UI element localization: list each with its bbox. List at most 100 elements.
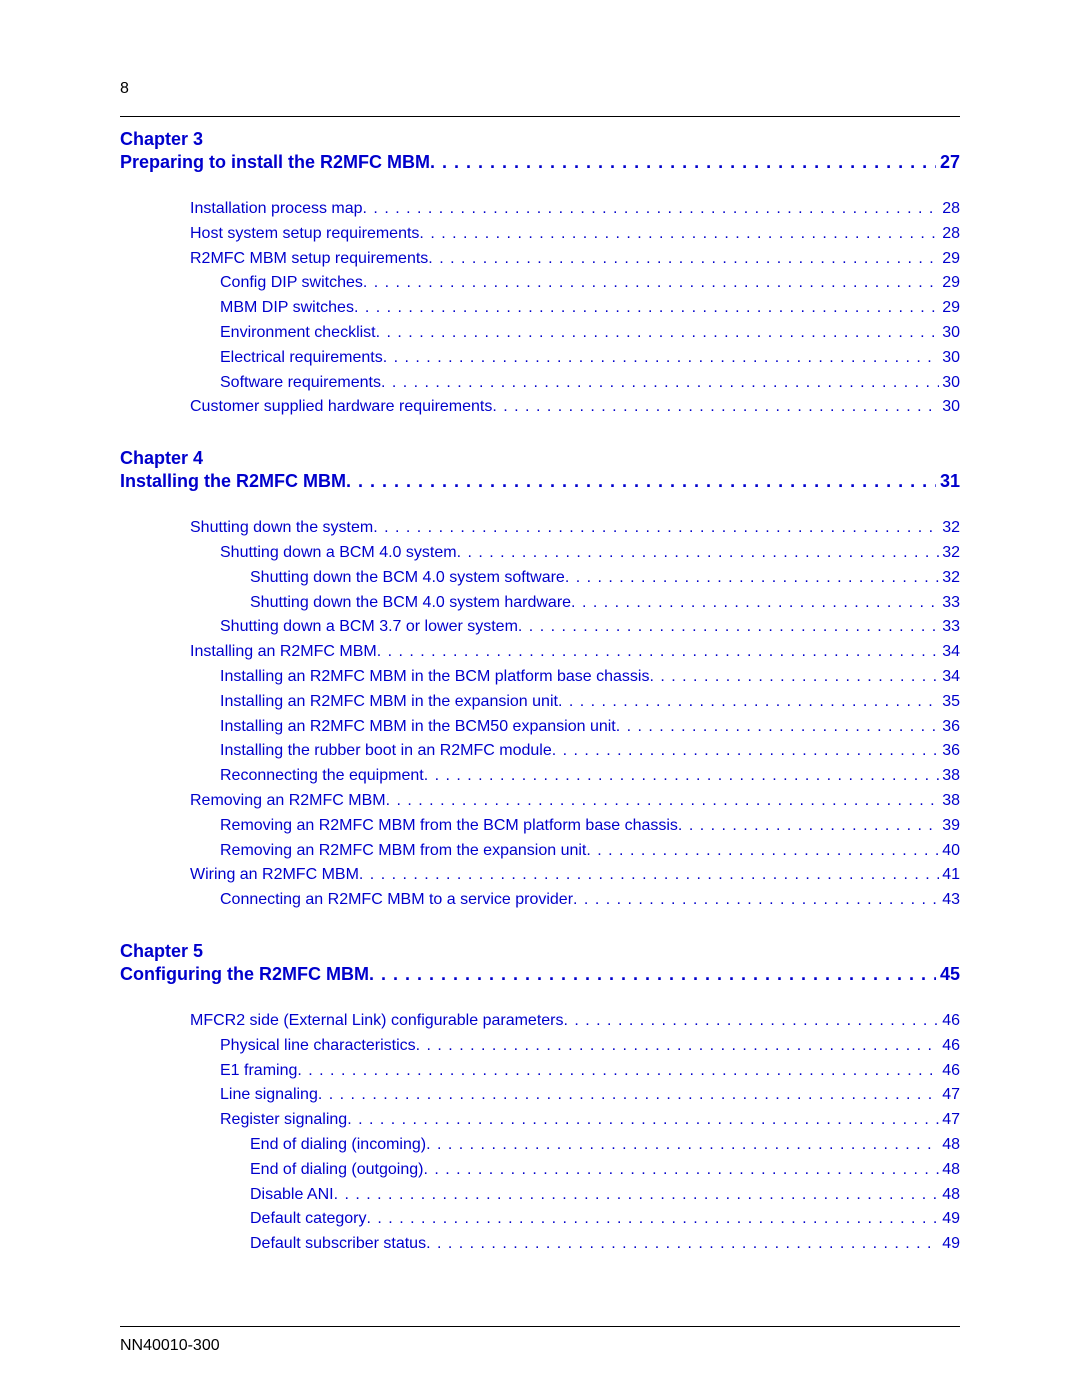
leader-dots: . . . . . . . . . . . . . . . . . . . . … bbox=[423, 1158, 939, 1183]
toc-entry-page: 46 bbox=[939, 1009, 960, 1034]
toc-entry[interactable]: Removing an R2MFC MBM from the expansion… bbox=[190, 839, 960, 864]
leader-dots: . . . . . . . . . . . . . . . . . . . . … bbox=[297, 1059, 939, 1084]
leader-dots: . . . . . . . . . . . . . . . . . . . . … bbox=[678, 814, 939, 839]
toc-entry[interactable]: Shutting down the system . . . . . . . .… bbox=[190, 516, 960, 541]
leader-dots: . . . . . . . . . . . . . . . . . . . . … bbox=[383, 346, 939, 371]
toc-entry-page: 34 bbox=[939, 640, 960, 665]
leader-dots: . . . . . . . . . . . . . . . . . . . . … bbox=[518, 615, 939, 640]
toc-entry[interactable]: Physical line characteristics . . . . . … bbox=[190, 1034, 960, 1059]
toc-entry[interactable]: Wiring an R2MFC MBM . . . . . . . . . . … bbox=[190, 863, 960, 888]
toc-entry-page: 47 bbox=[939, 1083, 960, 1108]
toc-entry[interactable]: E1 framing . . . . . . . . . . . . . . .… bbox=[190, 1059, 960, 1084]
leader-dots: . . . . . . . . . . . . . . . . . . . . … bbox=[369, 964, 936, 985]
leader-dots: . . . . . . . . . . . . . . . . . . . . … bbox=[586, 839, 939, 864]
chapter-heading: Chapter 4 bbox=[120, 448, 960, 469]
toc-entry[interactable]: Installing an R2MFC MBM in the BCM platf… bbox=[190, 665, 960, 690]
toc-entry-page: 38 bbox=[939, 789, 960, 814]
toc-entry-page: 36 bbox=[939, 739, 960, 764]
toc-entry[interactable]: Removing an R2MFC MBM . . . . . . . . . … bbox=[190, 789, 960, 814]
table-of-contents: Chapter 3Preparing to install the R2MFC … bbox=[120, 129, 960, 1257]
toc-entry-text: Disable ANI bbox=[250, 1183, 334, 1208]
leader-dots: . . . . . . . . . . . . . . . . . . . . … bbox=[430, 152, 936, 173]
toc-entry-page: 41 bbox=[939, 863, 960, 888]
leader-dots: . . . . . . . . . . . . . . . . . . . . … bbox=[428, 247, 939, 272]
toc-entry[interactable]: Customer supplied hardware requirements … bbox=[190, 395, 960, 420]
leader-dots: . . . . . . . . . . . . . . . . . . . . … bbox=[347, 1108, 939, 1133]
toc-entry-text: Removing an R2MFC MBM bbox=[190, 789, 386, 814]
toc-entry[interactable]: Register signaling . . . . . . . . . . .… bbox=[190, 1108, 960, 1133]
toc-entry[interactable]: Disable ANI . . . . . . . . . . . . . . … bbox=[190, 1183, 960, 1208]
toc-entry-page: 39 bbox=[939, 814, 960, 839]
toc-entry[interactable]: Installation process map . . . . . . . .… bbox=[190, 197, 960, 222]
toc-entry[interactable]: MBM DIP switches . . . . . . . . . . . .… bbox=[190, 296, 960, 321]
toc-entry[interactable]: End of dialing (outgoing) . . . . . . . … bbox=[190, 1158, 960, 1183]
chapter-title-row[interactable]: Configuring the R2MFC MBM . . . . . . . … bbox=[120, 964, 960, 985]
toc-entry-text: Line signaling bbox=[220, 1083, 318, 1108]
toc-entry[interactable]: Shutting down a BCM 3.7 or lower system … bbox=[190, 615, 960, 640]
chapter-heading: Chapter 3 bbox=[120, 129, 960, 150]
leader-dots: . . . . . . . . . . . . . . . . . . . . … bbox=[346, 471, 936, 492]
toc-entry[interactable]: Electrical requirements . . . . . . . . … bbox=[190, 346, 960, 371]
toc-entry[interactable]: Connecting an R2MFC MBM to a service pro… bbox=[190, 888, 960, 913]
toc-entry-page: 30 bbox=[939, 321, 960, 346]
toc-entry[interactable]: Config DIP switches . . . . . . . . . . … bbox=[190, 271, 960, 296]
toc-entry[interactable]: Installing an R2MFC MBM . . . . . . . . … bbox=[190, 640, 960, 665]
chapter-title-page: 27 bbox=[936, 152, 960, 173]
toc-entry[interactable]: Environment checklist . . . . . . . . . … bbox=[190, 321, 960, 346]
toc-entry[interactable]: Shutting down the BCM 4.0 system softwar… bbox=[190, 566, 960, 591]
toc-entry[interactable]: MFCR2 side (External Link) configurable … bbox=[190, 1009, 960, 1034]
leader-dots: . . . . . . . . . . . . . . . . . . . . … bbox=[363, 197, 940, 222]
toc-entry[interactable]: Default subscriber status . . . . . . . … bbox=[190, 1232, 960, 1257]
toc-entry-text: Removing an R2MFC MBM from the expansion… bbox=[220, 839, 586, 864]
toc-entry[interactable]: Installing an R2MFC MBM in the BCM50 exp… bbox=[190, 715, 960, 740]
toc-entry-page: 30 bbox=[939, 371, 960, 396]
toc-entry-page: 29 bbox=[939, 271, 960, 296]
toc-entry[interactable]: Reconnecting the equipment . . . . . . .… bbox=[190, 764, 960, 789]
toc-entry[interactable]: Removing an R2MFC MBM from the BCM platf… bbox=[190, 814, 960, 839]
leader-dots: . . . . . . . . . . . . . . . . . . . . … bbox=[386, 789, 940, 814]
toc-entry-page: 46 bbox=[939, 1034, 960, 1059]
leader-dots: . . . . . . . . . . . . . . . . . . . . … bbox=[552, 739, 939, 764]
leader-dots: . . . . . . . . . . . . . . . . . . . . … bbox=[571, 591, 939, 616]
chapter-title-row[interactable]: Preparing to install the R2MFC MBM . . .… bbox=[120, 152, 960, 173]
toc-entry[interactable]: Installing an R2MFC MBM in the expansion… bbox=[190, 690, 960, 715]
toc-entry-page: 47 bbox=[939, 1108, 960, 1133]
toc-entry-text: End of dialing (incoming) bbox=[250, 1133, 426, 1158]
toc-entry-text: Shutting down the BCM 4.0 system softwar… bbox=[250, 566, 565, 591]
toc-entry-page: 29 bbox=[939, 247, 960, 272]
toc-entry-page: 30 bbox=[939, 395, 960, 420]
leader-dots: . . . . . . . . . . . . . . . . . . . . … bbox=[354, 296, 939, 321]
toc-entry[interactable]: Default category . . . . . . . . . . . .… bbox=[190, 1207, 960, 1232]
toc-entry-text: MFCR2 side (External Link) configurable … bbox=[190, 1009, 563, 1034]
toc-entry[interactable]: Software requirements . . . . . . . . . … bbox=[190, 371, 960, 396]
toc-entry[interactable]: End of dialing (incoming) . . . . . . . … bbox=[190, 1133, 960, 1158]
toc-list: MFCR2 side (External Link) configurable … bbox=[120, 1009, 960, 1257]
toc-entry[interactable]: Line signaling . . . . . . . . . . . . .… bbox=[190, 1083, 960, 1108]
toc-list: Shutting down the system . . . . . . . .… bbox=[120, 516, 960, 913]
page-container: 8 Chapter 3Preparing to install the R2MF… bbox=[0, 0, 1080, 1325]
toc-entry-page: 34 bbox=[939, 665, 960, 690]
leader-dots: . . . . . . . . . . . . . . . . . . . . … bbox=[416, 1034, 940, 1059]
leader-dots: . . . . . . . . . . . . . . . . . . . . … bbox=[424, 764, 940, 789]
toc-entry-page: 29 bbox=[939, 296, 960, 321]
toc-entry-text: Reconnecting the equipment bbox=[220, 764, 424, 789]
chapter-title-text: Preparing to install the R2MFC MBM bbox=[120, 152, 430, 173]
toc-entry-text: Shutting down the system bbox=[190, 516, 373, 541]
chapter-title-row[interactable]: Installing the R2MFC MBM . . . . . . . .… bbox=[120, 471, 960, 492]
chapter-title-page: 31 bbox=[936, 471, 960, 492]
toc-entry[interactable]: Installing the rubber boot in an R2MFC m… bbox=[190, 739, 960, 764]
leader-dots: . . . . . . . . . . . . . . . . . . . . … bbox=[363, 271, 939, 296]
toc-entry-text: Config DIP switches bbox=[220, 271, 363, 296]
toc-entry-page: 46 bbox=[939, 1059, 960, 1084]
toc-entry[interactable]: Host system setup requirements . . . . .… bbox=[190, 222, 960, 247]
toc-entry-text: End of dialing (outgoing) bbox=[250, 1158, 423, 1183]
toc-entry[interactable]: Shutting down the BCM 4.0 system hardwar… bbox=[190, 591, 960, 616]
toc-entry-text: Installing an R2MFC MBM in the BCM platf… bbox=[220, 665, 649, 690]
toc-entry-text: Shutting down a BCM 4.0 system bbox=[220, 541, 457, 566]
toc-entry[interactable]: Shutting down a BCM 4.0 system . . . . .… bbox=[190, 541, 960, 566]
chapter-title-text: Configuring the R2MFC MBM bbox=[120, 964, 369, 985]
leader-dots: . . . . . . . . . . . . . . . . . . . . … bbox=[419, 222, 939, 247]
toc-entry-text: Installing an R2MFC MBM in the BCM50 exp… bbox=[220, 715, 616, 740]
toc-entry[interactable]: R2MFC MBM setup requirements . . . . . .… bbox=[190, 247, 960, 272]
chapter-title-page: 45 bbox=[936, 964, 960, 985]
